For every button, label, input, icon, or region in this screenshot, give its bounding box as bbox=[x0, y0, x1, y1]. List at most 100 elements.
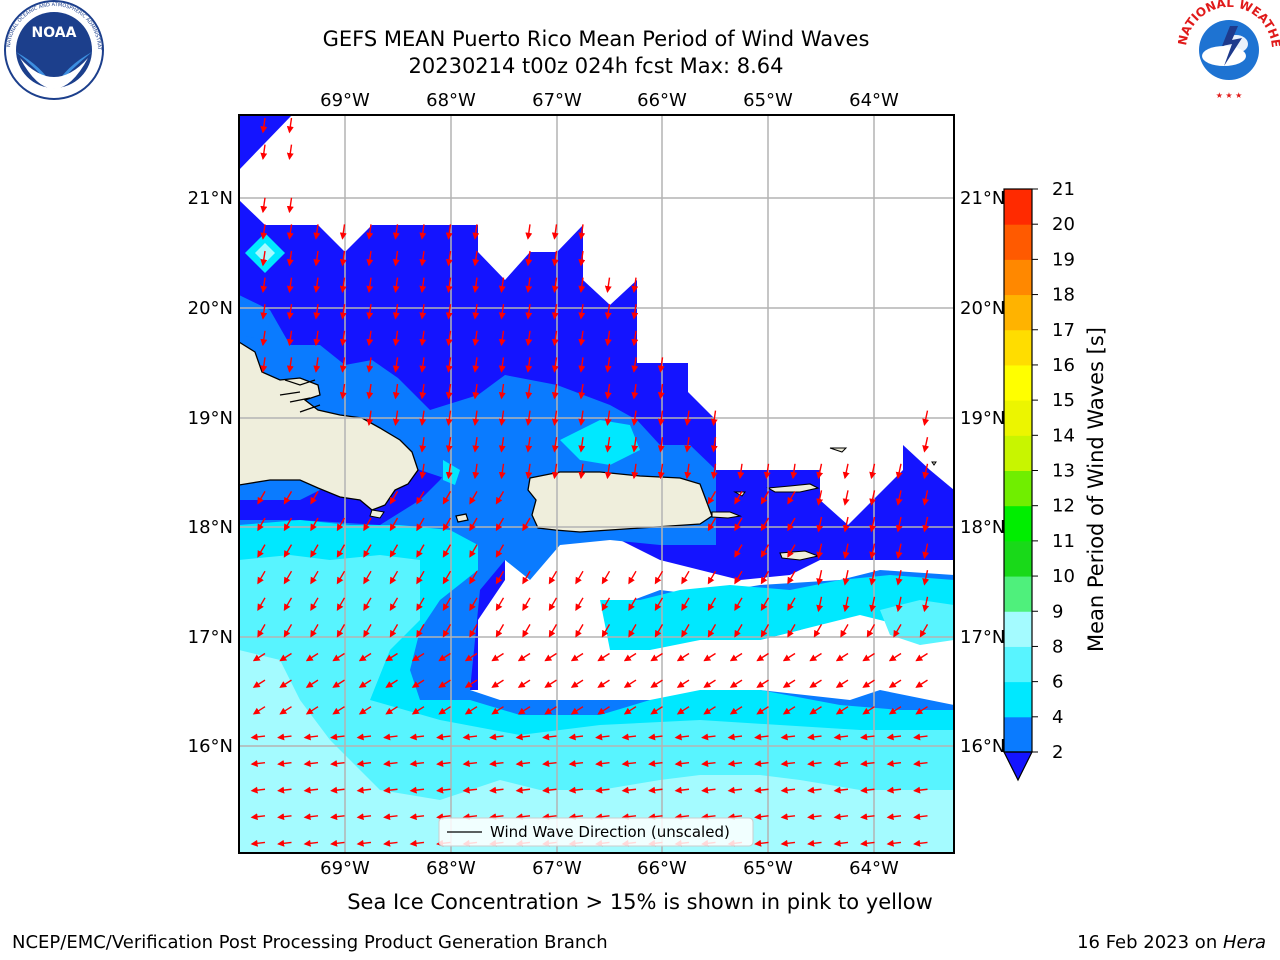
wind-wave-arrow bbox=[551, 357, 559, 373]
wind-wave-arrow bbox=[654, 624, 664, 638]
wind-wave-arrow bbox=[472, 277, 480, 293]
wind-wave-arrow bbox=[498, 277, 506, 293]
wind-wave-arrow bbox=[886, 786, 902, 794]
wind-wave-arrow bbox=[842, 463, 850, 480]
wind-wave-arrow bbox=[286, 357, 294, 373]
wind-wave-arrow bbox=[684, 410, 692, 426]
wind-wave-arrow bbox=[498, 463, 506, 480]
wind-wave-arrow bbox=[332, 706, 345, 715]
wind-wave-arrow bbox=[631, 357, 639, 373]
wind-wave-arrow bbox=[734, 570, 743, 585]
wind-wave-arrow bbox=[604, 463, 612, 480]
legend-label: Wind Wave Direction (unscaled) bbox=[490, 823, 730, 841]
colorbar-segment bbox=[1004, 329, 1032, 366]
wind-wave-arrow bbox=[419, 383, 427, 400]
wind-wave-arrow bbox=[436, 733, 451, 741]
wind-wave-arrow bbox=[780, 733, 796, 741]
colorbar-tick-label: 13 bbox=[1052, 461, 1075, 482]
wind-wave-arrow bbox=[517, 679, 531, 688]
wind-wave-arrow bbox=[392, 250, 400, 267]
wind-wave-arrow bbox=[869, 490, 877, 506]
wind-wave-arrow bbox=[498, 357, 506, 373]
wind-wave-arrow bbox=[419, 437, 427, 453]
lon-labels-bottom: 69°W 68°W 67°W 66°W 65°W 64°W bbox=[320, 858, 899, 879]
lat-label: 19°N bbox=[188, 408, 233, 429]
wind-wave-arrow bbox=[703, 706, 716, 715]
wind-wave-arrow bbox=[568, 786, 584, 794]
hispaniola-coast-detail bbox=[279, 379, 321, 413]
wind-wave-arrow bbox=[922, 543, 930, 559]
lat-label: 21°N bbox=[960, 188, 1005, 209]
wind-wave-arrow bbox=[515, 760, 531, 767]
wind-wave-arrow bbox=[628, 624, 637, 638]
wind-wave-arrow bbox=[807, 760, 822, 767]
wind-wave-arrow bbox=[525, 304, 533, 320]
wind-wave-arrow bbox=[330, 839, 345, 847]
wind-wave-arrow bbox=[385, 652, 398, 662]
wind-wave-arrow bbox=[419, 463, 427, 480]
colorbar-segment bbox=[1004, 259, 1032, 296]
wind-wave-arrow bbox=[257, 597, 266, 612]
wind-wave-arrow bbox=[816, 570, 824, 586]
wind-wave-arrow bbox=[383, 760, 398, 767]
wind-wave-arrow bbox=[411, 706, 425, 715]
wind-wave-arrow bbox=[648, 760, 663, 767]
wind-wave-arrow bbox=[313, 357, 321, 373]
wind-wave-arrow bbox=[674, 813, 690, 821]
wind-wave-arrow bbox=[551, 304, 559, 320]
wind-wave-arrow bbox=[913, 760, 928, 767]
colorbar-segment bbox=[1004, 540, 1032, 577]
wind-wave-arrow bbox=[366, 357, 374, 373]
wind-wave-arrow bbox=[411, 679, 425, 688]
colorbar-segment bbox=[1004, 400, 1032, 436]
wind-wave-arrow bbox=[895, 516, 903, 533]
wind-wave-arrow bbox=[807, 839, 822, 847]
lat-labels-left: 21°N 20°N 19°N 18°N 17°N 16°N bbox=[188, 188, 233, 757]
wind-wave-arrow bbox=[542, 760, 557, 767]
lat-label: 16°N bbox=[188, 736, 233, 757]
wind-wave-arrow bbox=[604, 410, 612, 426]
wind-wave-arrow bbox=[392, 410, 400, 426]
wind-wave-arrow bbox=[260, 144, 268, 160]
wind-wave-arrow bbox=[595, 786, 610, 794]
wind-wave-arrow bbox=[913, 786, 928, 794]
wind-wave-arrow bbox=[913, 839, 928, 847]
map-frame bbox=[238, 114, 955, 854]
wind-wave-arrow bbox=[358, 652, 372, 662]
wind-wave-arrow bbox=[578, 383, 586, 400]
lat-label: 21°N bbox=[188, 188, 233, 209]
wind-wave-arrow bbox=[657, 383, 665, 400]
arrow-legend: Wind Wave Direction (unscaled) bbox=[438, 817, 754, 847]
wind-wave-arrow bbox=[888, 706, 902, 715]
lon-label: 68°W bbox=[426, 90, 476, 111]
wind-wave-arrow bbox=[860, 786, 875, 794]
wind-wave-arrow bbox=[544, 679, 557, 688]
wind-wave-arrow bbox=[283, 597, 293, 612]
wind-wave-arrow bbox=[525, 330, 533, 347]
wind-wave-arrow bbox=[260, 357, 268, 373]
wind-wave-arrow bbox=[544, 652, 557, 662]
wind-wave-arrow bbox=[525, 463, 533, 480]
wind-wave-arrow bbox=[707, 517, 717, 532]
wind-wave-arrow bbox=[250, 813, 266, 821]
wind-wave-arrow bbox=[336, 544, 346, 558]
wind-wave-arrow bbox=[551, 330, 559, 347]
wind-wave-arrow bbox=[472, 437, 480, 453]
wind-wave-arrow bbox=[472, 224, 480, 240]
wind-wave-arrow bbox=[515, 813, 531, 821]
wind-wave-arrow bbox=[551, 277, 559, 293]
wind-wave-arrow bbox=[260, 277, 268, 293]
wind-wave-arrow bbox=[919, 624, 929, 638]
colorbar-tick-label: 19 bbox=[1052, 249, 1075, 270]
wind-wave-arrow bbox=[469, 491, 478, 505]
wind-wave-arrow bbox=[445, 330, 453, 347]
wind-wave-arrow bbox=[339, 250, 347, 267]
colorbar-tick-label: 15 bbox=[1052, 390, 1075, 411]
wind-wave-arrow bbox=[860, 839, 875, 847]
wind-wave-arrow bbox=[681, 570, 690, 585]
wind-wave-arrow bbox=[862, 652, 875, 662]
colorbar-segment bbox=[1004, 505, 1032, 542]
wind-wave-arrow bbox=[279, 652, 292, 662]
wind-wave-arrow bbox=[860, 733, 875, 741]
wind-wave-arrow bbox=[650, 652, 663, 662]
